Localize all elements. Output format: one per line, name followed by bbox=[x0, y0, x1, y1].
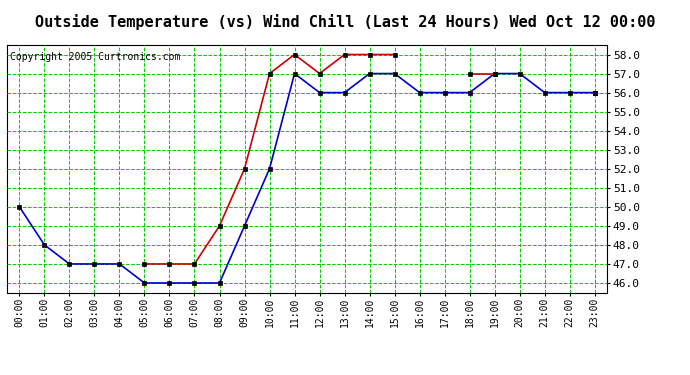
Text: Outside Temperature (vs) Wind Chill (Last 24 Hours) Wed Oct 12 00:00: Outside Temperature (vs) Wind Chill (Las… bbox=[34, 15, 655, 30]
Text: Copyright 2005 Curtronics.com: Copyright 2005 Curtronics.com bbox=[10, 53, 180, 62]
